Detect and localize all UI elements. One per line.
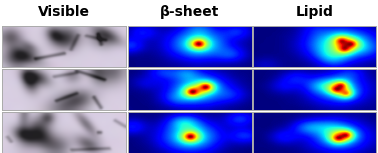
Text: β-sheet: β-sheet (160, 5, 220, 19)
Text: Lipid: Lipid (296, 5, 333, 19)
Text: Visible: Visible (38, 5, 90, 19)
